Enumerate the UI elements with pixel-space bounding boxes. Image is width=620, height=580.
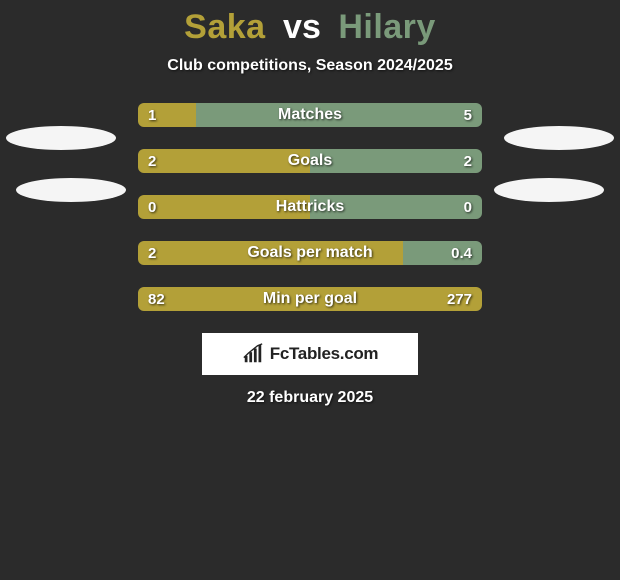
brand-text: FcTables.com [270,344,379,364]
stat-label: Matches [278,103,342,127]
stat-row: 0 0 Hattricks [138,195,482,219]
player1-club-logo [16,178,126,202]
stat-label: Goals per match [247,241,372,265]
bar-left [138,103,196,127]
comparison-title: Saka vs Hilary [0,8,620,47]
stat-value-left: 2 [148,149,156,173]
stat-value-right: 2 [464,149,472,173]
stat-value-left: 2 [148,241,156,265]
vs-separator: vs [283,8,321,46]
stat-row: 1 5 Matches [138,103,482,127]
stat-value-left: 0 [148,195,156,219]
stat-row: 2 0.4 Goals per match [138,241,482,265]
date-text: 22 february 2025 [0,389,620,407]
player2-name: Hilary [338,8,436,46]
stat-value-left: 1 [148,103,156,127]
bar-left [138,149,310,173]
player2-club-logo [494,178,604,202]
player1-name: Saka [184,8,265,46]
stat-rows-container: 1 5 Matches 2 2 Goals 0 0 Hattricks 2 0.4 Goals per… [138,103,482,311]
player2-avatar [504,126,614,150]
stat-value-right: 0.4 [451,241,472,265]
stat-label: Hattricks [276,195,344,219]
stat-row: 82 277 Min per goal [138,287,482,311]
stat-value-right: 5 [464,103,472,127]
chart-icon [242,343,264,365]
player1-avatar [6,126,116,150]
stat-row: 2 2 Goals [138,149,482,173]
bar-right [310,149,482,173]
stat-value-right: 277 [447,287,472,311]
brand-box[interactable]: FcTables.com [202,333,418,375]
stat-label: Min per goal [263,287,357,311]
subtitle: Club competitions, Season 2024/2025 [0,57,620,75]
stat-value-right: 0 [464,195,472,219]
stat-value-left: 82 [148,287,165,311]
stat-label: Goals [288,149,332,173]
